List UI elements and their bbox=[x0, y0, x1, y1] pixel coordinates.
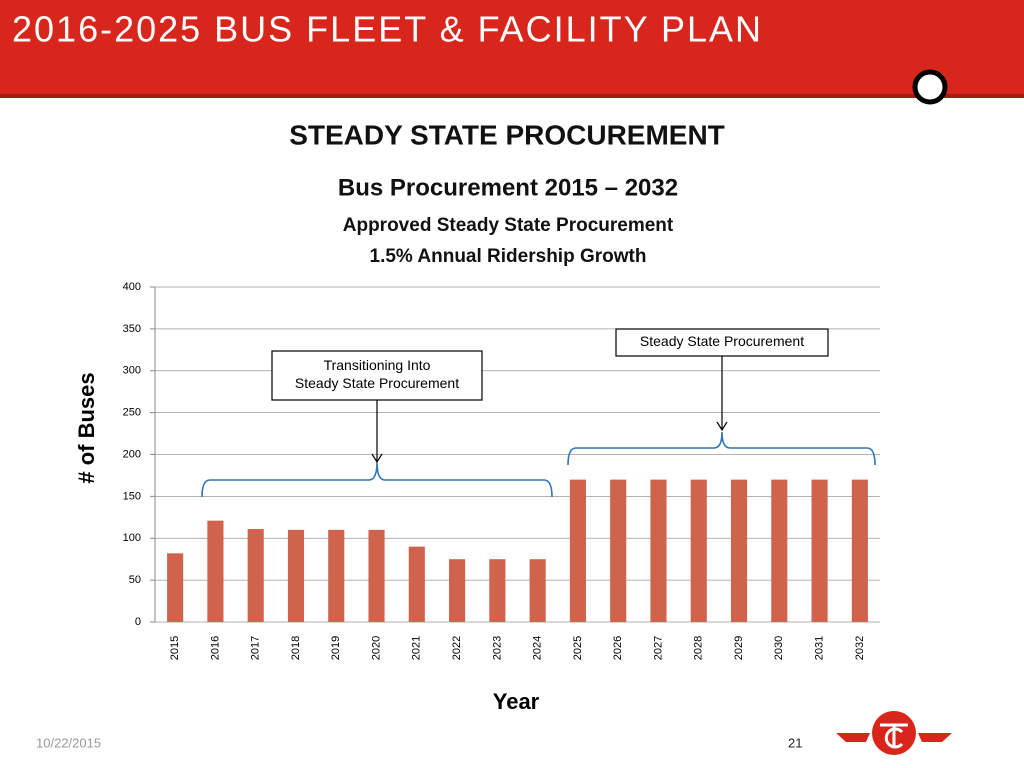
chart-subtitle: Approved Steady State Procurement bbox=[343, 215, 674, 236]
bar bbox=[650, 479, 667, 622]
y-tick-label: 50 bbox=[129, 574, 141, 586]
x-tick-label: 2024 bbox=[532, 636, 544, 660]
bar bbox=[449, 559, 466, 622]
bar bbox=[690, 479, 707, 622]
x-tick-label: 2025 bbox=[572, 636, 584, 660]
x-tick-label: 2016 bbox=[209, 636, 221, 660]
x-tick-label: 2029 bbox=[733, 636, 745, 660]
bar bbox=[328, 529, 345, 622]
header-title: 2016-2025 BUS FLEET & FACILITY PLAN bbox=[12, 9, 763, 50]
x-tick-label: 2023 bbox=[491, 636, 503, 660]
x-tick-label: 2017 bbox=[250, 636, 262, 660]
annotation-arrow bbox=[371, 400, 383, 464]
header-dot bbox=[912, 69, 948, 105]
bar bbox=[811, 479, 828, 622]
y-tick-label: 200 bbox=[123, 448, 141, 460]
x-tick-label: 2015 bbox=[169, 636, 181, 660]
x-tick-label: 2022 bbox=[451, 636, 463, 660]
bar bbox=[569, 479, 586, 622]
logo bbox=[836, 711, 952, 755]
bar bbox=[247, 529, 264, 622]
annotation-text: Steady State Procurement bbox=[640, 333, 804, 349]
section-title: STEADY STATE PROCUREMENT bbox=[289, 119, 725, 150]
bar bbox=[730, 479, 748, 622]
annotation-arrow bbox=[716, 356, 728, 432]
plot: 0 50 100 150 200 250 300 350 400 2015 2016 2017 2018… bbox=[123, 281, 880, 660]
header-rule bbox=[0, 94, 1024, 98]
x-tick-label: 2020 bbox=[370, 636, 382, 660]
x-tick-label: 2031 bbox=[813, 636, 825, 660]
y-tick-label: 350 bbox=[123, 323, 141, 335]
x-tick-label: 2028 bbox=[693, 636, 705, 660]
x-tick-label: 2019 bbox=[330, 636, 342, 660]
bar bbox=[167, 553, 184, 622]
bar bbox=[207, 520, 224, 622]
bar bbox=[408, 546, 425, 622]
y-tick-label: 250 bbox=[123, 407, 141, 419]
x-tick-label: 2030 bbox=[773, 636, 785, 660]
header-bar bbox=[0, 0, 1024, 94]
y-tick-label: 300 bbox=[123, 365, 141, 377]
brace bbox=[567, 431, 876, 466]
y-tick-label: 0 bbox=[135, 616, 141, 628]
chart-title: Bus Procurement 2015 – 2032 bbox=[338, 174, 678, 201]
x-tick-label: 2026 bbox=[612, 636, 624, 660]
annotation-text: Steady State Procurement bbox=[295, 375, 459, 391]
bar bbox=[529, 559, 546, 622]
annotation-box bbox=[615, 328, 829, 357]
y-tick-label: 400 bbox=[123, 281, 141, 293]
bar bbox=[851, 479, 868, 622]
annotation-box bbox=[271, 350, 483, 401]
annotation-text: Transitioning Into bbox=[324, 357, 431, 373]
y-axis-label: # of Buses bbox=[74, 372, 99, 483]
x-tick-label: 2018 bbox=[290, 636, 302, 660]
y-tick-label: 150 bbox=[123, 490, 141, 502]
footer-date: 10/22/2015 bbox=[36, 735, 101, 750]
bar bbox=[489, 559, 506, 622]
page-number: 21 bbox=[788, 735, 802, 750]
chart-subtitle: 1.5% Annual Ridership Growth bbox=[370, 246, 647, 267]
y-tick-label: 100 bbox=[123, 532, 141, 544]
x-tick-label: 2021 bbox=[411, 636, 423, 660]
x-axis-label: Year bbox=[493, 689, 540, 714]
bar bbox=[287, 529, 305, 622]
bar bbox=[771, 479, 788, 622]
x-tick-label: 2032 bbox=[854, 636, 866, 660]
bar bbox=[610, 479, 627, 622]
brace bbox=[201, 461, 553, 498]
bar bbox=[368, 529, 385, 622]
x-tick-label: 2027 bbox=[652, 636, 664, 660]
